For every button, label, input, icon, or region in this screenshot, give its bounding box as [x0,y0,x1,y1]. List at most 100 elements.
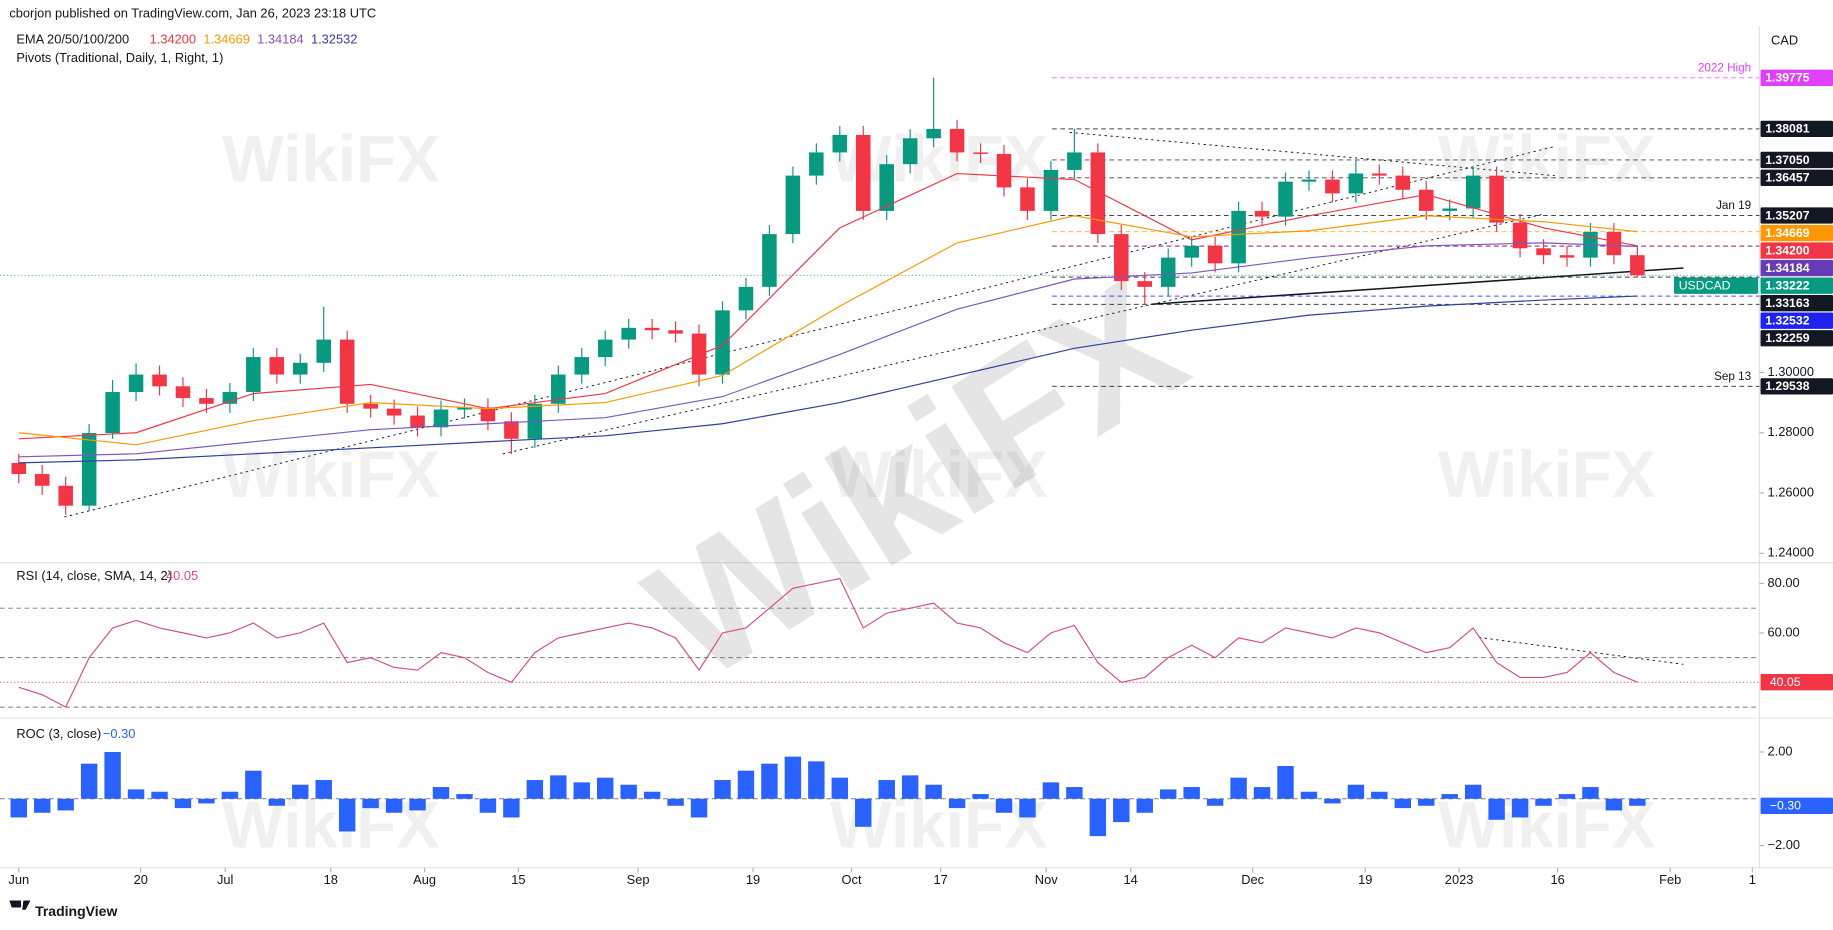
y-tick-label: 2.00 [1768,743,1793,758]
candle-body [691,333,707,375]
tradingview-logo [9,900,31,910]
roc-bar [784,756,802,799]
candle-body [1301,179,1317,182]
candle-body [363,403,378,409]
price-tag-label: 1.32259 [1765,331,1810,345]
candle-body [809,152,824,176]
roc-bar [479,798,497,813]
candle-body [1160,257,1176,287]
price-tag [1760,330,1833,347]
price-tag [1760,242,1833,259]
candle-body [457,407,472,410]
trend-line [64,145,1555,518]
legend-title: EMA 20/50/100/200 [16,31,129,46]
candle-body [128,374,144,393]
candle-body [1325,179,1340,194]
x-tick-label: 20 [134,872,148,887]
symbol-tag-label: USDCAD [1679,278,1731,292]
roc-bar [1418,798,1435,806]
roc-bar [761,763,778,799]
x-tick-label: 2023 [1445,872,1474,887]
roc-bar [714,780,731,799]
price-tag-label: 1.34184 [1765,261,1810,275]
ema-line [18,295,1638,464]
roc-bar [690,798,708,818]
candle-body [621,327,636,340]
candle-body [246,357,261,393]
level-note: Jan 19 [1716,199,1751,212]
candle-body [1536,248,1551,256]
x-tick-label: Oct [842,872,862,887]
trend-line [1151,267,1684,306]
price-tag [1760,151,1833,169]
roc-bar [855,798,872,827]
candle-body [926,128,941,139]
roc-bar [1347,784,1365,799]
ema-line [18,172,1638,440]
price-tag-label: 1.35207 [1765,208,1810,222]
ema-line [18,215,1638,446]
roc-bar [808,761,825,799]
watermark: WikiFX [1438,438,1656,511]
candle-body [1114,234,1129,282]
candle-body [1630,255,1645,276]
roc-bar [831,777,849,799]
candle-body [410,415,425,428]
roc-bar [597,777,614,799]
price-tag [1760,294,1833,312]
candle-body [996,153,1012,188]
roc-bar [198,798,215,804]
candle-body [269,357,285,375]
candle-body [1278,181,1293,217]
roc-bar [1230,777,1247,799]
indicator-value: −0.30 [103,726,136,741]
watermark: WikiFX [222,122,440,195]
price-tag-label: 1.34669 [1765,226,1810,240]
roc-bar [1629,798,1646,806]
roc-bar [1113,798,1130,823]
indicator-title: ROC (3, close) [16,726,101,741]
roc-bar [268,798,286,806]
candle-body [762,234,777,287]
roc-bar [315,780,332,799]
roc-bar [901,775,919,799]
watermark: WikiFX [222,789,440,862]
roc-bar [362,798,379,809]
candle-body [1348,173,1364,194]
candle-body [597,339,613,358]
roc-bar [643,791,661,799]
roc-bar [1136,798,1153,813]
roc-bar [174,798,192,809]
roc-bar [1582,787,1599,799]
roc-bar [573,782,590,799]
price-tag-label: 1.33222 [1765,278,1810,292]
x-tick-label: Nov [1035,872,1058,887]
price-tag-label: 1.39775 [1765,71,1810,85]
candle-body [81,433,97,506]
candle-body [1020,187,1035,211]
roc-bar [1605,798,1623,811]
x-tick-label: Jun [8,872,29,887]
price-tag [1760,169,1833,187]
price-tag [1760,312,1833,329]
roc-bar [292,784,309,799]
publisher: cborjon published on TradingView.com, Ja… [9,6,376,21]
price-tag [1760,207,1833,224]
candle-body [1207,245,1223,264]
indicator-value: 40.05 [166,568,198,583]
candle-body [1418,189,1434,211]
x-tick-label: Feb [1659,872,1681,887]
roc-bar [245,770,262,799]
legend-value: 1.32532 [311,31,357,46]
roc-bar [1464,784,1482,799]
candle-body [34,474,50,486]
candle-body [1489,175,1504,223]
roc-bar [57,798,74,811]
price-tag-label: 1.32532 [1765,314,1810,328]
candle-body [292,362,308,375]
candle-body [175,386,191,399]
candle-body [1137,281,1153,287]
x-tick-label: 16 [1550,872,1564,887]
value-tag [1760,674,1833,691]
